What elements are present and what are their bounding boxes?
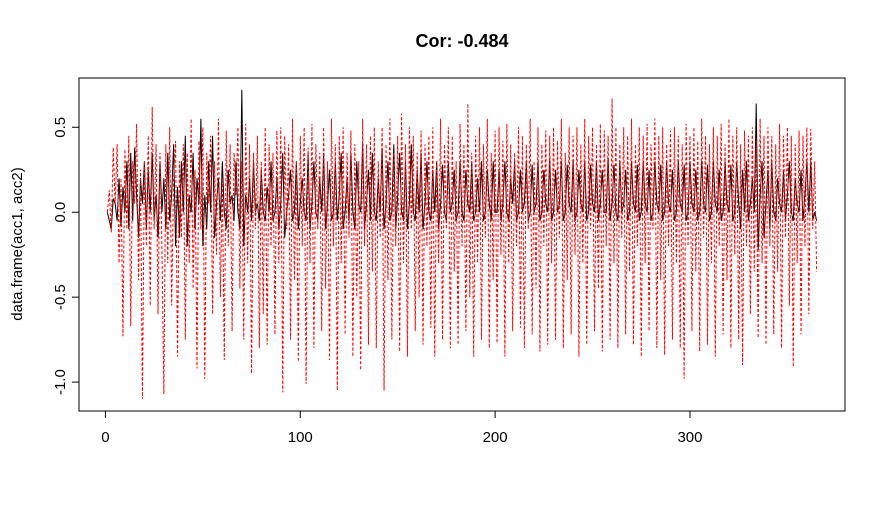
y-tick-label: 0.5 xyxy=(52,117,69,138)
chart-title: Cor: -0.484 xyxy=(415,31,508,51)
x-tick-label: 200 xyxy=(483,429,508,446)
y-tick-label: -0.5 xyxy=(52,284,69,310)
y-tick-label: -1.0 xyxy=(52,369,69,395)
series-line xyxy=(106,98,818,400)
x-tick-label: 100 xyxy=(288,429,313,446)
y-tick-label: 0.0 xyxy=(52,202,69,223)
y-axis-label: data.frame(acc1, acc2) xyxy=(9,167,26,320)
x-tick-label: 0 xyxy=(101,429,109,446)
x-tick-label: 300 xyxy=(677,429,702,446)
